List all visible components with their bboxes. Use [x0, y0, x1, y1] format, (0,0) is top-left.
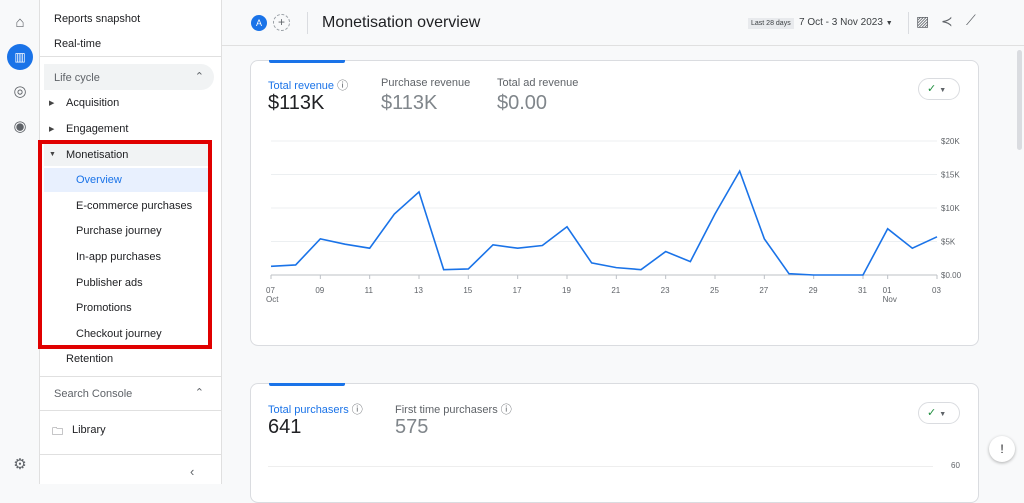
- section-label: Life cycle: [54, 72, 100, 84]
- y-tick-label: $0.00: [941, 271, 962, 280]
- revenue-card: Total revenue ⓘ $113K Purchase revenue $…: [250, 60, 979, 346]
- purchasers-card: Total purchasers ⓘ 641 First time purcha…: [250, 383, 979, 503]
- caret-down-icon: ▼: [939, 411, 946, 418]
- metric-value: 641: [268, 416, 301, 439]
- comparison-avatar[interactable]: A: [251, 15, 267, 31]
- date-range-picker[interactable]: 7 Oct - 3 Nov 2023 ▼: [799, 17, 893, 28]
- metric-tab-first-time-purchasers[interactable]: First time purchasers ⓘ: [395, 401, 512, 417]
- section-search-console[interactable]: Search Console ⌃: [44, 380, 214, 406]
- x-tick-label: 29: [809, 286, 818, 295]
- help-icon[interactable]: ⓘ: [501, 404, 512, 416]
- metric-label: Total purchasers: [268, 404, 349, 416]
- x-tick-label: 19: [562, 286, 571, 295]
- scrollbar[interactable]: [1017, 50, 1022, 150]
- folder-icon: 🗀: [52, 423, 63, 442]
- sidebar-item-retention[interactable]: Retention: [66, 353, 113, 365]
- y-tick-label: $20K: [941, 137, 960, 146]
- chevron-up-icon: ⌃: [195, 70, 204, 83]
- sidebar-item-library[interactable]: Library: [72, 424, 106, 436]
- page-header: A + Monetisation overview Last 28 days 7…: [222, 0, 1024, 46]
- metric-tab-total-purchasers[interactable]: Total purchasers ⓘ: [268, 401, 363, 417]
- x-month-label: Oct: [266, 295, 279, 304]
- x-tick-label: 09: [315, 286, 324, 295]
- collapse-chevron-icon[interactable]: ‹: [190, 464, 194, 479]
- caret-right-icon: ▶: [49, 99, 54, 107]
- y-tick: 60: [951, 461, 960, 470]
- x-tick-label: 31: [858, 286, 867, 295]
- y-tick-label: $15K: [941, 171, 960, 180]
- x-tick-label: 03: [932, 286, 941, 295]
- settings-icon[interactable]: ⚙: [10, 454, 30, 474]
- page-title: Monetisation overview: [322, 14, 480, 32]
- metric-label: First time purchasers: [395, 404, 498, 416]
- x-tick-label: 15: [463, 286, 472, 295]
- sidebar-item-realtime[interactable]: Real-time: [54, 38, 101, 50]
- x-tick-label: 13: [414, 286, 423, 295]
- caret-down-icon: ▼: [886, 20, 893, 27]
- x-tick-label: 23: [661, 286, 670, 295]
- caret-right-icon: ▶: [49, 125, 54, 133]
- x-tick-label: 17: [513, 286, 522, 295]
- highlight-box: [38, 140, 212, 349]
- share-icon[interactable]: ≺: [941, 13, 953, 30]
- sidebar-item-engagement[interactable]: Engagement: [66, 123, 128, 135]
- home-icon[interactable]: ⌂: [10, 12, 30, 32]
- x-tick-label: 21: [611, 286, 620, 295]
- x-tick-label: 01: [883, 286, 892, 295]
- insights-icon[interactable]: ⟋: [966, 12, 976, 29]
- section-lifecycle[interactable]: Life cycle ⌃: [44, 64, 214, 90]
- x-tick-label: 27: [759, 286, 768, 295]
- date-range-label: Last 28 days: [748, 18, 794, 29]
- x-tick-label: 11: [365, 286, 374, 295]
- explore-icon[interactable]: ◎: [10, 81, 30, 101]
- x-tick-label: 07: [266, 286, 275, 295]
- x-tick-label: 25: [710, 286, 719, 295]
- help-icon[interactable]: ⓘ: [352, 404, 363, 416]
- section-label: Search Console: [54, 388, 132, 400]
- feedback-button[interactable]: !: [989, 436, 1015, 462]
- check-circle-icon: ✓: [927, 407, 936, 419]
- y-tick-label: $10K: [941, 204, 960, 213]
- chevron-up-icon: ⌃: [195, 386, 204, 399]
- date-range-value: 7 Oct - 3 Nov 2023: [799, 17, 883, 28]
- data-quality-button[interactable]: ✓ ▼: [918, 402, 960, 424]
- reports-icon[interactable]: ▥: [7, 44, 33, 70]
- add-comparison-button[interactable]: +: [273, 14, 290, 31]
- x-month-label: Nov: [883, 295, 897, 304]
- sidebar-item-reports-snapshot[interactable]: Reports snapshot: [54, 13, 140, 25]
- revenue-series-line: [271, 171, 937, 275]
- advertising-icon[interactable]: ◉: [10, 116, 30, 136]
- metric-value: 575: [395, 416, 428, 439]
- customize-report-icon[interactable]: ▨: [916, 13, 929, 30]
- y-tick-label: $5K: [941, 238, 956, 247]
- feedback-icon: !: [1000, 442, 1003, 456]
- sidebar-item-acquisition[interactable]: Acquisition: [66, 97, 119, 109]
- nav-rail: ⌂ ▥ ◎ ◉ ⚙: [0, 0, 40, 484]
